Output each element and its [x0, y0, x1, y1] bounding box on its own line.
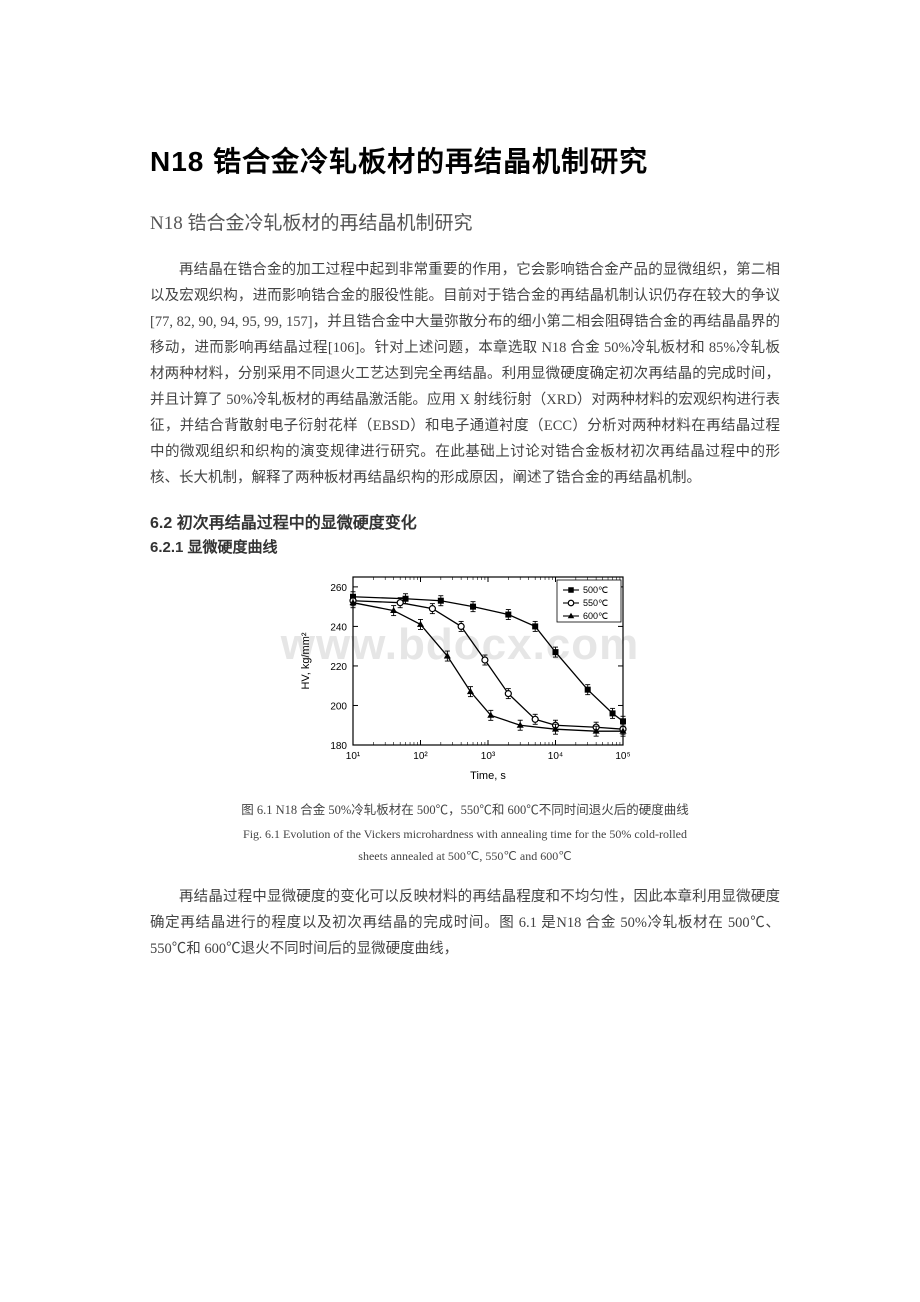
svg-text:200: 200 — [330, 701, 347, 712]
svg-text:10⁴: 10⁴ — [548, 751, 563, 762]
svg-text:220: 220 — [330, 662, 347, 673]
figure-caption-en-line1: Fig. 6.1 Evolution of the Vickers microh… — [150, 824, 780, 844]
svg-text:500℃: 500℃ — [583, 585, 608, 595]
svg-text:10²: 10² — [413, 751, 428, 762]
svg-text:600℃: 600℃ — [583, 611, 608, 621]
main-title: N18 锆合金冷轧板材的再结晶机制研究 — [150, 140, 780, 180]
section-6-2-1-heading: 6.2.1 显微硬度曲线 — [150, 536, 780, 557]
intro-paragraph: 再结晶在锆合金的加工过程中起到非常重要的作用，它会影响锆合金产品的显微组织，第二… — [150, 257, 780, 491]
svg-text:10¹: 10¹ — [346, 751, 361, 762]
figure-caption-en-line2: sheets annealed at 500℃, 550℃ and 600℃ — [150, 846, 780, 866]
section-6-2-heading: 6.2 初次再结晶过程中的显微硬度变化 — [150, 509, 780, 533]
hardness-chart: 18020022024026010¹10²10³10⁴10⁵Time, sHV,… — [295, 565, 635, 785]
svg-text:550℃: 550℃ — [583, 598, 608, 608]
svg-text:10³: 10³ — [481, 751, 496, 762]
post-paragraph: 再结晶过程中显微硬度的变化可以反映材料的再结晶程度和不均匀性，因此本章利用显微硬… — [150, 884, 780, 962]
svg-text:10⁵: 10⁵ — [615, 751, 630, 762]
svg-text:240: 240 — [330, 622, 347, 633]
svg-text:HV, kg/mm²: HV, kg/mm² — [300, 632, 312, 689]
figure-caption-cn: 图 6.1 N18 合金 50%冷轧板材在 500℃，550℃和 600℃不同时… — [150, 799, 780, 821]
subtitle: N18 锆合金冷轧板材的再结晶机制研究 — [150, 208, 780, 235]
svg-text:Time, s: Time, s — [470, 770, 506, 782]
svg-text:260: 260 — [330, 583, 347, 594]
